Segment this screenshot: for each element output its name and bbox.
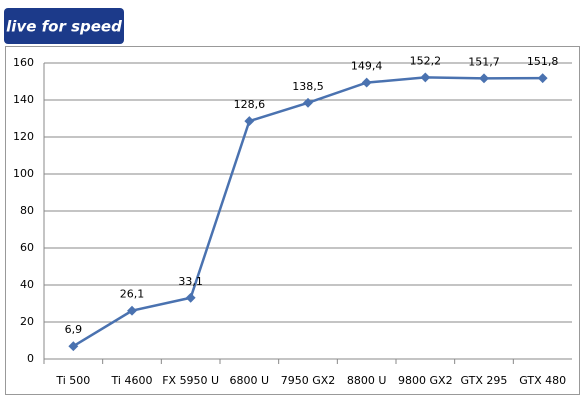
x-tick-label: Ti 500 <box>55 374 90 387</box>
x-tick-label: 7950 GX2 <box>281 374 336 387</box>
y-tick-label: 0 <box>27 352 34 365</box>
x-tick-label: GTX 480 <box>519 374 566 387</box>
marker <box>185 292 196 303</box>
logo-text: live for speed <box>6 18 122 36</box>
value-label: 26,1 <box>120 288 145 301</box>
logo: live for speed <box>4 8 124 44</box>
logo-badge <box>4 8 124 44</box>
x-tick-label: GTX 295 <box>461 374 508 387</box>
y-tick-label: 80 <box>20 204 34 217</box>
marker <box>244 116 255 127</box>
marker <box>127 305 137 316</box>
y-tick-label: 40 <box>20 278 34 291</box>
value-label: 151,8 <box>527 55 559 68</box>
y-tick-label: 160 <box>13 56 34 69</box>
y-tick-label: 20 <box>20 315 34 328</box>
value-label: 152,2 <box>410 54 442 67</box>
chart-frame <box>5 46 580 395</box>
x-tick-label: 8800 U <box>347 374 387 387</box>
value-label: 149,4 <box>351 60 383 73</box>
x-tick-label: FX 5950 U <box>162 374 219 387</box>
y-tick-label: 140 <box>13 93 34 106</box>
value-label: 151,7 <box>468 55 500 68</box>
x-tick-label: 6800 U <box>230 374 270 387</box>
value-label: 6,9 <box>65 323 83 336</box>
y-tick-label: 120 <box>13 130 34 143</box>
y-tick-label: 60 <box>20 241 34 254</box>
value-label: 33,1 <box>178 275 203 288</box>
marker <box>537 73 548 84</box>
value-label: 138,5 <box>292 80 324 93</box>
value-label: 128,6 <box>234 98 266 111</box>
x-tick-label: Ti 4600 <box>111 374 153 387</box>
y-tick-label: 100 <box>13 167 34 180</box>
x-tick-label: 9800 GX2 <box>398 374 453 387</box>
